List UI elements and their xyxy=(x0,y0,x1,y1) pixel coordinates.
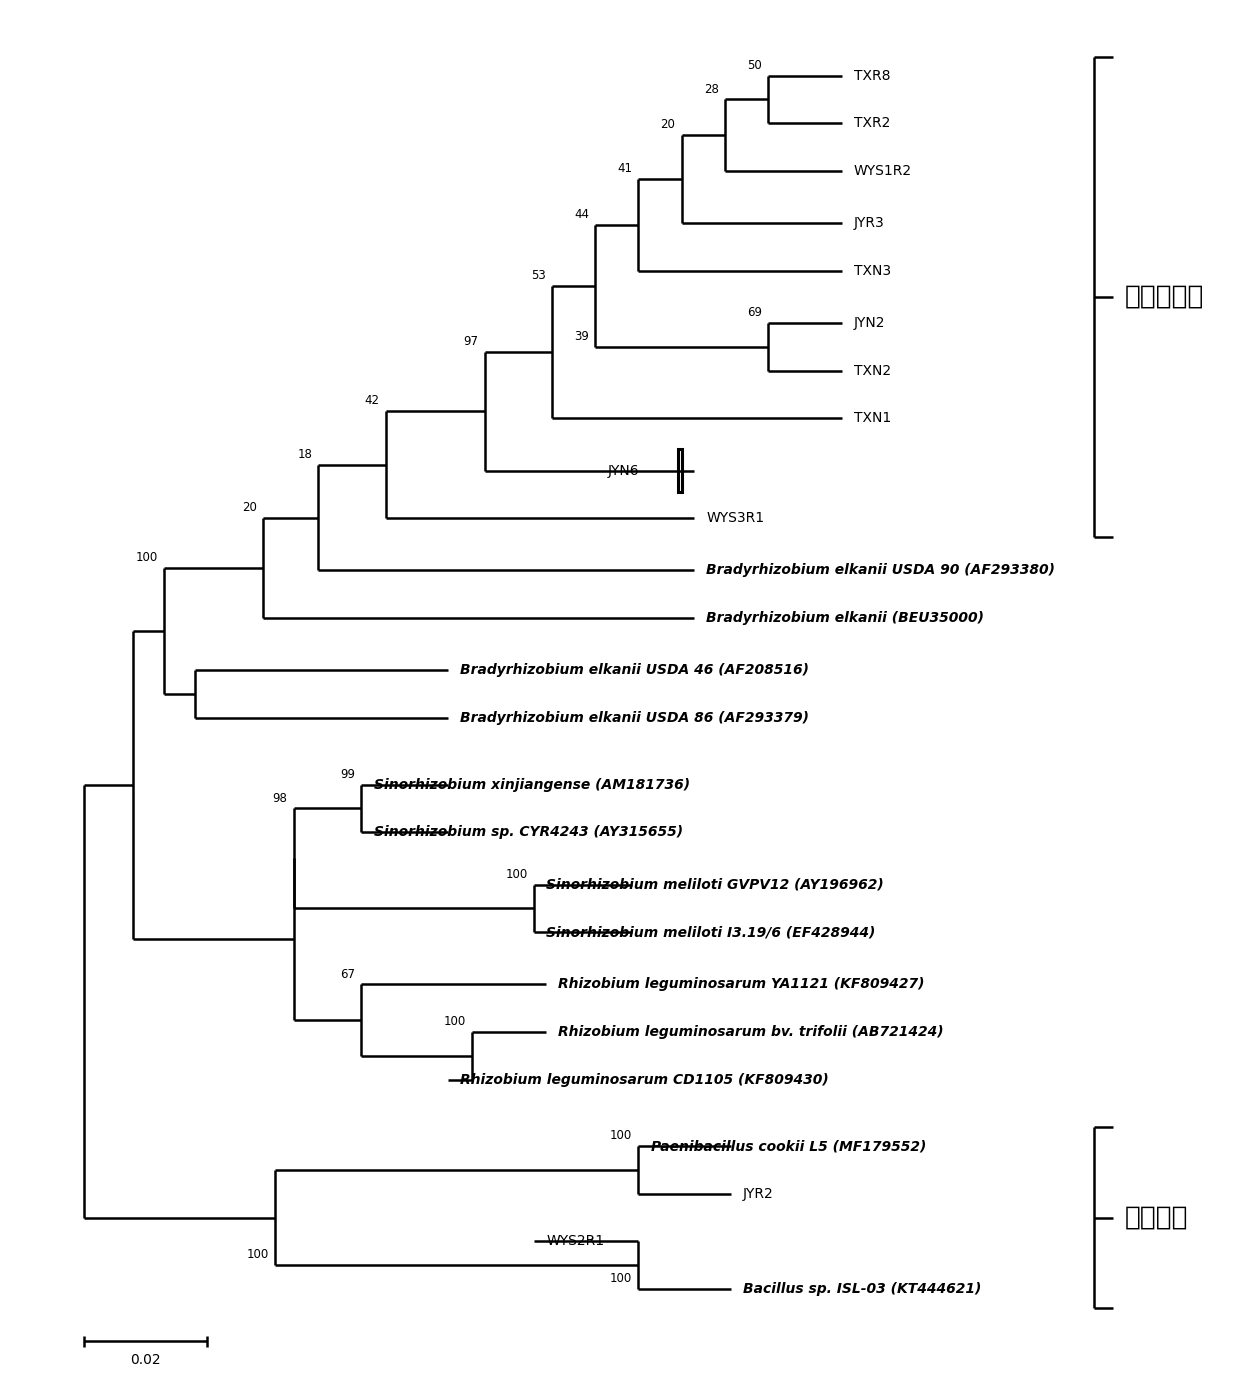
Text: Rhizobium leguminosarum YA1121 (KF809427): Rhizobium leguminosarum YA1121 (KF809427… xyxy=(558,978,925,991)
Text: TXN2: TXN2 xyxy=(854,364,892,378)
Bar xyxy=(678,449,682,492)
Text: Sinorhizobium xinjiangense (AM181736): Sinorhizobium xinjiangense (AM181736) xyxy=(373,777,689,792)
Text: Bradyrhizobium elkanii USDA 90 (AF293380): Bradyrhizobium elkanii USDA 90 (AF293380… xyxy=(707,563,1055,578)
Text: 100: 100 xyxy=(444,1015,466,1028)
Text: 芽孢杆菌: 芽孢杆菌 xyxy=(1125,1204,1188,1230)
Text: Bradyrhizobium elkanii (BEU35000): Bradyrhizobium elkanii (BEU35000) xyxy=(707,611,985,625)
Text: 20: 20 xyxy=(242,501,257,514)
Text: 67: 67 xyxy=(340,968,355,980)
Text: Sinorhizobium meliloti GVPV12 (AY196962): Sinorhizobium meliloti GVPV12 (AY196962) xyxy=(546,877,884,891)
Text: 42: 42 xyxy=(365,394,379,408)
Text: 100: 100 xyxy=(247,1248,269,1262)
Text: 18: 18 xyxy=(298,448,312,461)
Text: Rhizobium leguminosarum bv. trifolii (AB721424): Rhizobium leguminosarum bv. trifolii (AB… xyxy=(558,1026,944,1039)
Text: Bacillus sp. ISL-03 (KT444621): Bacillus sp. ISL-03 (KT444621) xyxy=(743,1282,982,1296)
Text: 28: 28 xyxy=(703,82,718,96)
Text: 44: 44 xyxy=(574,209,589,221)
Text: 53: 53 xyxy=(532,269,546,281)
Text: Paenibacillus cookii L5 (MF179552): Paenibacillus cookii L5 (MF179552) xyxy=(651,1140,926,1153)
Text: 100: 100 xyxy=(136,551,159,564)
Text: WYS3R1: WYS3R1 xyxy=(707,511,764,524)
Text: Rhizobium leguminosarum CD1105 (KF809430): Rhizobium leguminosarum CD1105 (KF809430… xyxy=(460,1072,828,1086)
Text: 99: 99 xyxy=(340,768,355,781)
Text: 100: 100 xyxy=(610,1273,632,1285)
Text: WYS2R1: WYS2R1 xyxy=(546,1234,604,1248)
Text: 0.02: 0.02 xyxy=(130,1354,161,1368)
Text: TXN1: TXN1 xyxy=(854,411,892,426)
Text: Sinorhizobium sp. CYR4243 (AY315655): Sinorhizobium sp. CYR4243 (AY315655) xyxy=(373,825,683,839)
Text: WYS1R2: WYS1R2 xyxy=(854,163,913,177)
Text: Bradyrhizobium elkanii USDA 46 (AF208516): Bradyrhizobium elkanii USDA 46 (AF208516… xyxy=(460,663,808,677)
Text: 20: 20 xyxy=(661,118,676,132)
Text: JYN2: JYN2 xyxy=(854,316,885,330)
Text: JYN6: JYN6 xyxy=(608,464,640,478)
Text: JYR3: JYR3 xyxy=(854,216,885,231)
Text: 39: 39 xyxy=(574,330,589,343)
Text: JYR2: JYR2 xyxy=(743,1186,774,1201)
Text: 100: 100 xyxy=(610,1130,632,1142)
Text: TXR8: TXR8 xyxy=(854,69,890,82)
Text: Bradyrhizobium elkanii USDA 86 (AF293379): Bradyrhizobium elkanii USDA 86 (AF293379… xyxy=(460,711,808,725)
Text: 97: 97 xyxy=(464,335,479,349)
Text: 69: 69 xyxy=(746,306,761,319)
Text: Sinorhizobium meliloti I3.19/6 (EF428944): Sinorhizobium meliloti I3.19/6 (EF428944… xyxy=(546,925,875,939)
Text: 98: 98 xyxy=(273,792,288,805)
Text: 100: 100 xyxy=(506,868,528,880)
Text: TXR2: TXR2 xyxy=(854,117,890,130)
Text: 41: 41 xyxy=(618,162,632,176)
Text: TXN3: TXN3 xyxy=(854,264,892,277)
Text: 50: 50 xyxy=(746,59,761,71)
Text: 慢生根瘤菌: 慢生根瘤菌 xyxy=(1125,284,1204,310)
